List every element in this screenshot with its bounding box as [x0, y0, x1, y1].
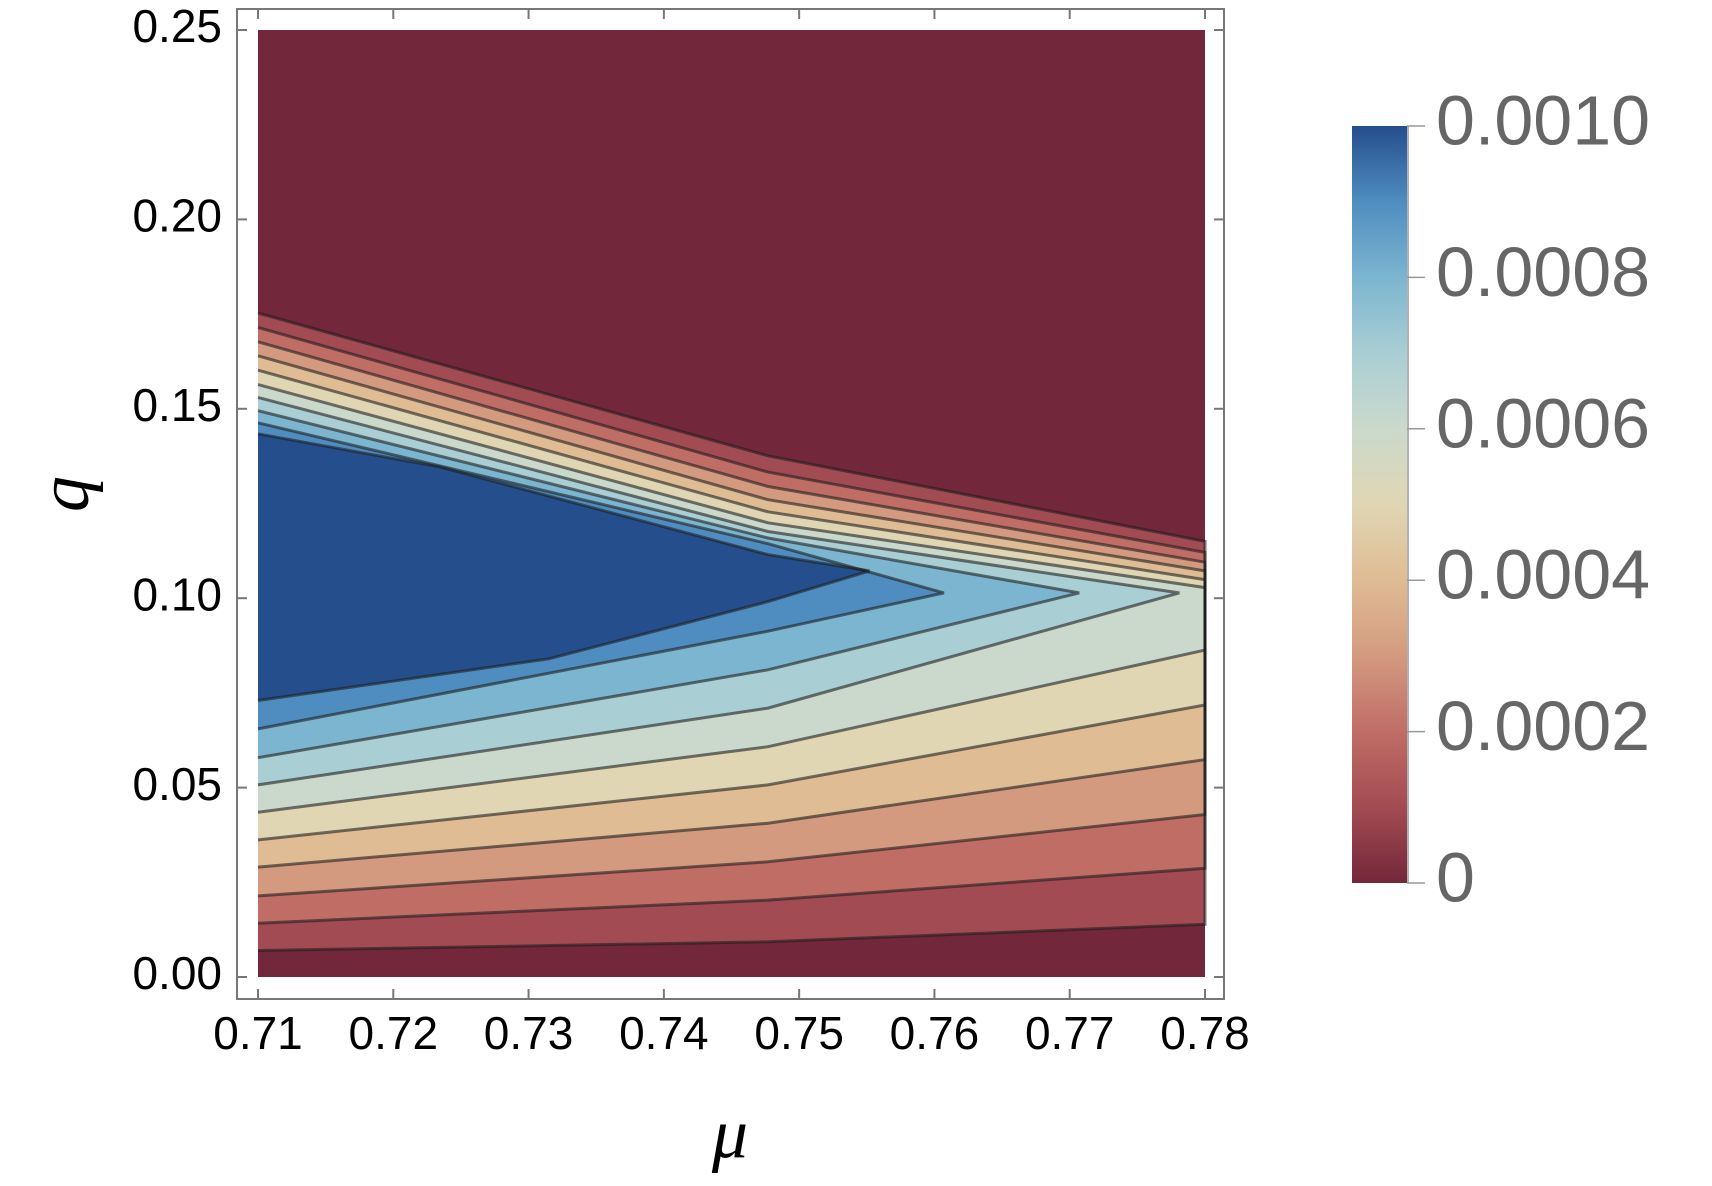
- x-tick-label: 0.73: [484, 1007, 574, 1059]
- x-tick-label: 0.72: [349, 1007, 439, 1059]
- x-tick-label: 0.77: [1025, 1007, 1115, 1059]
- colorbar-tick-label: 0.0010: [1436, 81, 1650, 159]
- contour-line: [257, 421, 945, 731]
- y-tick-label: 0.25: [132, 0, 222, 52]
- colorbar-tick-label: 0.0002: [1436, 687, 1650, 765]
- contour-line: [257, 409, 1080, 760]
- contour-line: [257, 432, 870, 702]
- x-tick-label: 0.76: [890, 1007, 980, 1059]
- x-tick-label: 0.78: [1160, 1007, 1250, 1059]
- colorbar-tick-label: 0: [1436, 838, 1475, 916]
- y-tick-label: 0.20: [132, 190, 222, 242]
- colorbar-tick-label: 0.0008: [1436, 233, 1650, 311]
- x-axis-label: μ: [711, 1094, 748, 1174]
- y-tick-label: 0.00: [132, 947, 222, 999]
- plot-frame: [236, 8, 1225, 1000]
- y-tick-label: 0.05: [132, 758, 222, 810]
- x-tick-label: 0.75: [754, 1007, 844, 1059]
- colorbar-tick-label: 0.0004: [1436, 536, 1650, 614]
- x-tick-label: 0.71: [213, 1007, 303, 1059]
- colorbar: [1352, 126, 1407, 883]
- x-tick-label: 0.74: [619, 1007, 709, 1059]
- y-tick-label: 0.15: [132, 379, 222, 431]
- y-tick-label: 0.10: [132, 568, 222, 620]
- contour-region: [258, 433, 870, 701]
- contour-line: [257, 383, 1207, 814]
- colorbar-tick-label: 0.0006: [1436, 384, 1650, 462]
- y-axis-label: q: [24, 476, 104, 512]
- contour-line: [257, 395, 1180, 787]
